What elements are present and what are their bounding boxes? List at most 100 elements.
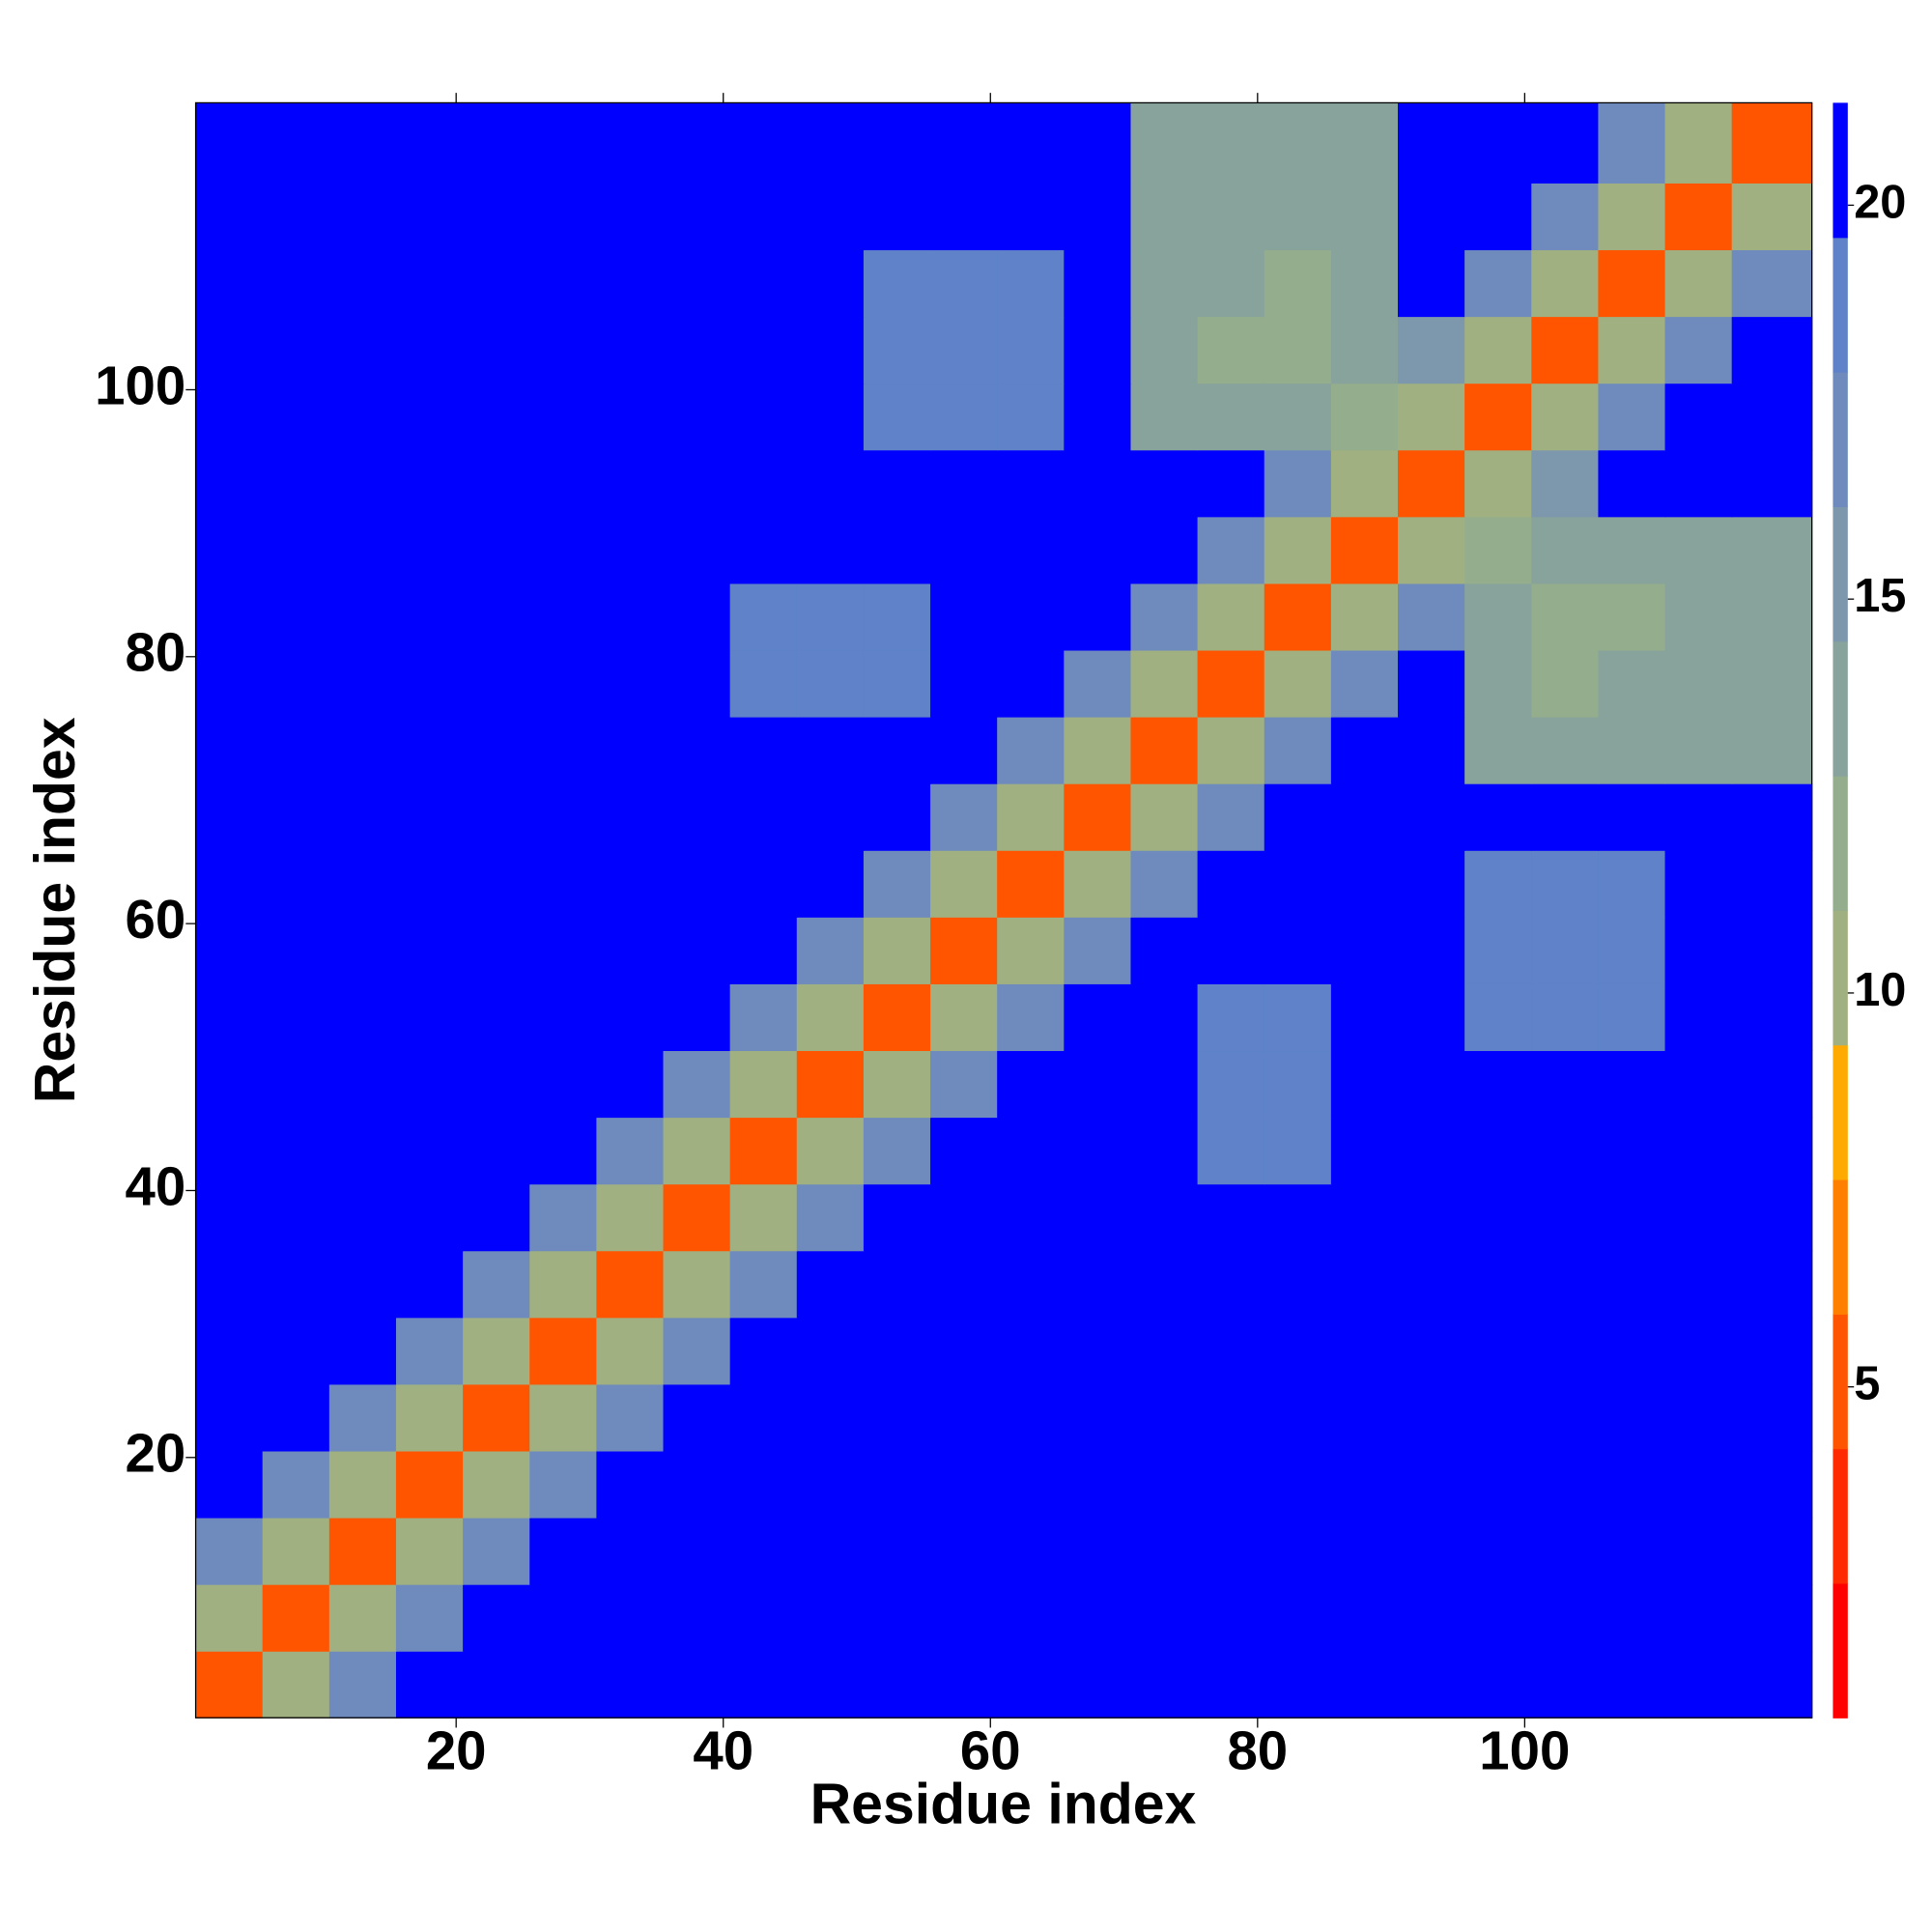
heatmap-cell: [596, 1317, 665, 1385]
heatmap-cell: [1731, 1117, 1813, 1185]
heatmap-cell: [1264, 1050, 1332, 1119]
heatmap-cell: [1064, 649, 1132, 718]
heatmap-cell: [1064, 449, 1132, 518]
heatmap-cell: [796, 917, 865, 984]
heatmap-cell: [663, 316, 731, 384]
heatmap-cell: [1064, 1050, 1132, 1119]
heatmap-cell: [796, 516, 865, 584]
heatmap-cell: [1664, 183, 1733, 251]
heatmap-cell: [395, 1183, 464, 1252]
x-tick-label: 20: [426, 1720, 487, 1781]
heatmap-cell: [596, 1584, 665, 1652]
heatmap-cell: [1264, 1317, 1332, 1385]
heatmap-cell: [1398, 1651, 1465, 1719]
heatmap-cell: [395, 516, 464, 584]
heatmap-cell: [262, 850, 330, 918]
heatmap-cell: [1264, 1183, 1332, 1252]
heatmap-cell: [1197, 1651, 1265, 1719]
heatmap-cell: [997, 716, 1065, 784]
heatmap-cell: [1598, 516, 1666, 584]
heatmap-cell: [729, 102, 798, 184]
heatmap-cell: [1598, 1584, 1666, 1652]
heatmap-cell: [997, 1517, 1065, 1585]
heatmap-cell: [195, 1450, 264, 1519]
heatmap-cell: [729, 316, 798, 384]
heatmap-cell: [596, 102, 665, 184]
heatmap-cell: [930, 1517, 998, 1585]
heatmap-cell: [1398, 516, 1465, 584]
heatmap-cell: [1130, 449, 1199, 518]
heatmap-cell: [663, 983, 731, 1052]
heatmap-cell: [729, 649, 798, 718]
heatmap-cell: [1264, 1584, 1332, 1652]
heatmap-cell: [1130, 1517, 1199, 1585]
heatmap-cell: [796, 783, 865, 851]
heatmap-cell: [729, 516, 798, 584]
heatmap-cell: [796, 383, 865, 451]
heatmap-cell: [1731, 1584, 1813, 1652]
heatmap-cell: [262, 917, 330, 984]
heatmap-cell: [1330, 1183, 1399, 1252]
heatmap-cell: [328, 649, 397, 718]
heatmap-cell: [663, 1450, 731, 1519]
heatmap-cell: [1264, 316, 1332, 384]
heatmap-cell: [596, 1050, 665, 1119]
heatmap-cell: [195, 1117, 264, 1185]
heatmap-cell: [1064, 1383, 1132, 1452]
heatmap-cell: [1398, 316, 1465, 384]
heatmap-cell: [1197, 1383, 1265, 1452]
heatmap-cell: [463, 1383, 530, 1452]
heatmap-cell: [1197, 1250, 1265, 1319]
heatmap-cell: [1598, 1250, 1666, 1319]
heatmap-cell: [1130, 316, 1199, 384]
heatmap-cell: [1330, 1250, 1399, 1319]
heatmap-cell: [1197, 582, 1265, 651]
heatmap-cell: [997, 917, 1065, 984]
heatmap-cell: [529, 1651, 598, 1719]
heatmap-cell: [663, 183, 731, 251]
heatmap-cell: [1598, 1383, 1666, 1452]
heatmap-cell: [796, 1250, 865, 1319]
heatmap-cell: [328, 316, 397, 384]
heatmap-cell: [1464, 102, 1532, 184]
heatmap-cell: [1398, 917, 1465, 984]
heatmap-cell: [529, 917, 598, 984]
heatmap-cell: [1664, 1117, 1733, 1185]
heatmap-cell: [1464, 1584, 1532, 1652]
heatmap-cell: [1330, 249, 1399, 318]
heatmap-cell: [262, 716, 330, 784]
heatmap-cell: [395, 1050, 464, 1119]
heatmap-cell: [195, 850, 264, 918]
heatmap-cell: [1398, 183, 1465, 251]
heatmap-cell: [1330, 516, 1399, 584]
heatmap-cell: [1598, 102, 1666, 184]
heatmap-cell: [1197, 249, 1265, 318]
heatmap-cell: [1731, 1050, 1813, 1119]
heatmap-cell: [1398, 449, 1465, 518]
heatmap-cell: [1330, 102, 1399, 184]
heatmap-cell: [1130, 383, 1199, 451]
heatmap-cell: [463, 183, 530, 251]
heatmap-cell: [729, 183, 798, 251]
heatmap-cell: [1264, 1651, 1332, 1719]
heatmap-cell: [395, 917, 464, 984]
heatmap-cell: [1531, 449, 1600, 518]
heatmap-cell: [596, 983, 665, 1052]
heatmap-cell: [796, 183, 865, 251]
heatmap-cell: [395, 1383, 464, 1452]
heatmap-cell: [997, 249, 1065, 318]
heatmap-cell: [1264, 383, 1332, 451]
heatmap-cell: [997, 1117, 1065, 1185]
heatmap-cell: [1731, 102, 1813, 184]
heatmap-cell: [262, 383, 330, 451]
heatmap-cell: [1598, 383, 1666, 451]
heatmap-cell: [529, 1383, 598, 1452]
heatmap-cell: [729, 850, 798, 918]
heatmap-cell: [1130, 249, 1199, 318]
heatmap-cell: [1398, 383, 1465, 451]
heatmap-cell: [796, 983, 865, 1052]
heatmap-cell: [1197, 1183, 1265, 1252]
heatmap-cell: [1731, 649, 1813, 718]
heatmap-cell: [1197, 649, 1265, 718]
